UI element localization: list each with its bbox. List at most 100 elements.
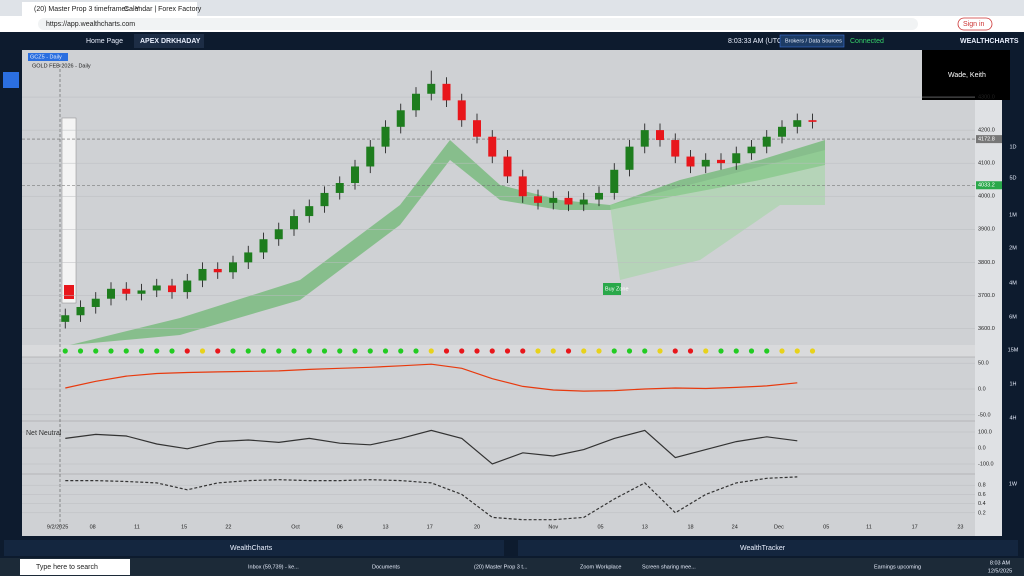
active-tab[interactable] <box>134 34 204 48</box>
footer-tab[interactable] <box>518 540 1018 556</box>
tab-title[interactable]: Calendar | Forex Factory <box>124 6 202 13</box>
add-button[interactable] <box>3 72 19 88</box>
footer-label[interactable]: WealthTracker <box>740 545 786 552</box>
signal-dot <box>367 348 373 354</box>
tab-title[interactable]: (20) Master Prop 3 timeframes - Y <box>34 6 140 13</box>
chart-title: GOLD FEB 2026 - Daily <box>32 63 91 69</box>
candle-body <box>320 192 329 207</box>
task[interactable]: Inbox (59,739) - ke... <box>248 564 299 570</box>
signal-dot <box>703 348 709 354</box>
news: Earnings upcoming <box>874 564 921 570</box>
search[interactable]: Type here to search <box>36 564 98 571</box>
x-tick-label: 13 <box>642 524 648 530</box>
candle-body <box>793 120 802 127</box>
brand: WEALTHCHARTS <box>960 38 1019 45</box>
timeframe[interactable]: 1M <box>1009 212 1017 218</box>
signal-dot <box>77 348 84 354</box>
symbol-tag: GCZ5 - Daily <box>30 54 62 60</box>
signal-dot <box>718 348 724 354</box>
y-tick-label: 0.6 <box>978 492 986 498</box>
date: 12/5/2025 <box>988 568 1012 574</box>
candle-body <box>457 100 466 121</box>
candle-body <box>610 169 619 193</box>
candle-body <box>183 280 192 293</box>
candle-body <box>91 298 100 307</box>
signal-dot <box>596 348 602 354</box>
task[interactable]: Documents <box>372 564 400 570</box>
timeframe[interactable]: 4M <box>1009 280 1017 286</box>
search-box[interactable] <box>20 559 130 575</box>
chart-area <box>22 50 975 536</box>
y-tick-label: 100.0 <box>978 429 992 435</box>
candle-body <box>107 288 115 299</box>
footer-label[interactable]: WealthCharts <box>230 545 273 552</box>
clock: 8:03:33 AM (UTC -5) <box>728 38 793 45</box>
y-tick-label: 50.0 <box>978 361 989 367</box>
brokers-button[interactable] <box>779 34 845 48</box>
x-tick-label: 18 <box>687 524 693 530</box>
url[interactable]: https://app.wealthcharts.com <box>46 21 135 28</box>
task[interactable]: (20) Master Prop 3 t... <box>474 564 528 570</box>
user-popup <box>922 50 1010 100</box>
y-tick-label: 4300.0 <box>978 95 995 101</box>
candle-body <box>381 126 390 147</box>
timeframe[interactable]: 1W <box>1009 481 1018 487</box>
signal-dot <box>733 348 739 354</box>
level-label: 4172.8 <box>978 137 995 143</box>
signal-dot <box>337 348 343 354</box>
signal-dot <box>123 348 129 354</box>
candle-body <box>518 176 527 197</box>
signal-dot <box>611 348 617 354</box>
signal-dot <box>321 348 328 354</box>
url-field[interactable] <box>38 18 918 30</box>
tab[interactable] <box>22 2 197 16</box>
task[interactable]: Zoom Workplace <box>580 564 621 570</box>
timeframe[interactable]: 15M <box>1008 347 1019 353</box>
candle-body <box>442 83 451 101</box>
toolbar-tab[interactable]: Home Page <box>86 38 123 45</box>
signal-dot <box>535 348 541 354</box>
signal-dot <box>459 348 465 354</box>
x-tick-label: 15 <box>181 524 187 530</box>
y-tick-label: -50.0 <box>978 412 991 418</box>
user-name: Wade, Keith <box>948 72 986 79</box>
timeframe[interactable]: 4H <box>1009 415 1016 421</box>
timeframe[interactable]: 6M <box>1009 314 1017 320</box>
signal-dot <box>520 348 526 354</box>
timeframe[interactable]: 2M <box>1009 245 1017 251</box>
timeframe[interactable]: 1D <box>1009 144 1016 150</box>
sign-in-button[interactable] <box>957 17 993 31</box>
indicator-line <box>65 476 798 521</box>
y-tick-label: 0.4 <box>978 501 986 507</box>
candle-body <box>656 130 664 141</box>
x-tick-label: 11 <box>134 524 140 530</box>
y-tick-label: 4100.0 <box>978 161 995 167</box>
signal-dot <box>642 348 648 354</box>
x-tick-label: 17 <box>912 524 918 530</box>
x-tick-label: 23 <box>957 524 963 530</box>
x-tick-label: 05 <box>597 524 603 530</box>
signal-dot <box>276 348 282 354</box>
signal-dot <box>687 348 694 354</box>
dots-panel <box>22 345 975 357</box>
level-label: 4033.2 <box>978 183 995 189</box>
brokers[interactable]: Brokers / Data Sources <box>785 38 842 44</box>
timeframe[interactable]: 1H <box>1009 381 1016 387</box>
candle-body <box>640 130 649 147</box>
signal-dot <box>291 348 297 354</box>
toolbar-tab[interactable]: APEX DRKHADAY <box>140 38 201 45</box>
signal-dot <box>138 348 145 354</box>
footer-tab[interactable] <box>4 540 504 556</box>
panel-title: Net Neutral <box>26 430 62 437</box>
candle-body <box>351 166 359 184</box>
color-swatch[interactable] <box>64 285 74 299</box>
right-sidebar <box>1002 50 1024 536</box>
candle-body <box>290 216 298 230</box>
candle-body <box>137 290 146 294</box>
candle-body <box>274 229 283 240</box>
signal-dot <box>413 348 419 354</box>
sign-in[interactable]: Sign in <box>963 21 985 28</box>
x-tick-label: Nov <box>548 524 558 530</box>
task[interactable]: Screen sharing mee... <box>642 564 696 570</box>
timeframe[interactable]: 5D <box>1009 175 1016 181</box>
